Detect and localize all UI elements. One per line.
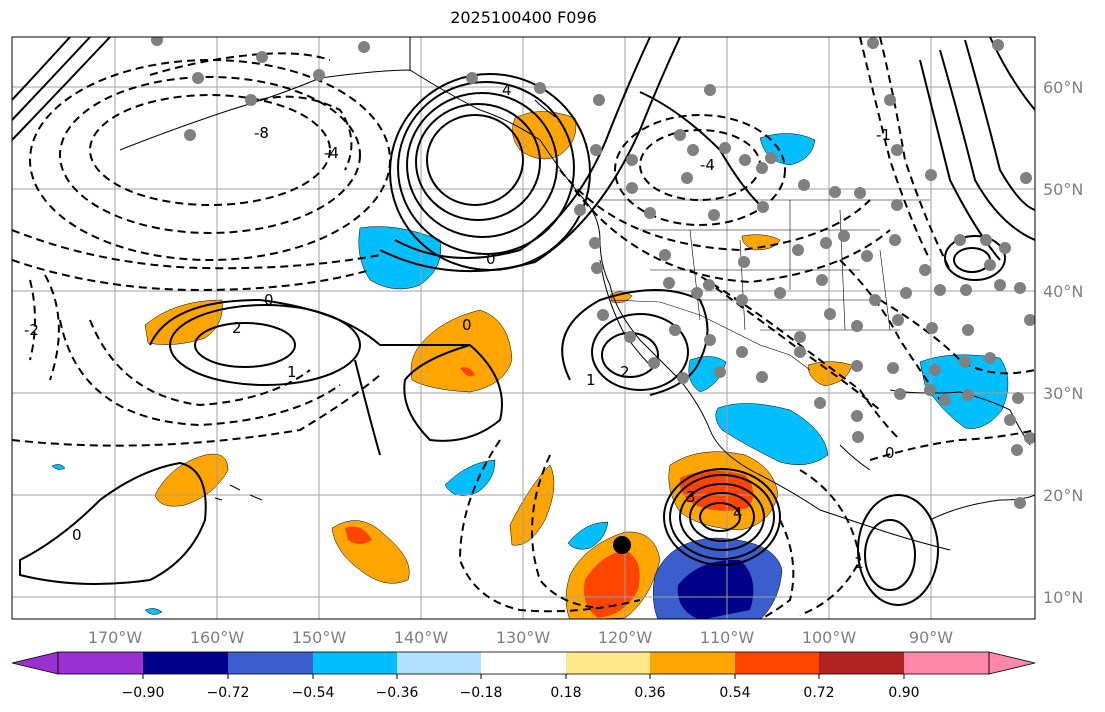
lon-label: 170°W bbox=[88, 628, 143, 647]
colorbar-tick: 0.18 bbox=[550, 685, 581, 701]
contour-label-hurricane-b: 4 bbox=[733, 504, 743, 522]
colorbar-segment bbox=[481, 652, 566, 674]
longitude-labels: 170°W 160°W 150°W 140°W 130°W 120°W 110°… bbox=[88, 628, 953, 647]
colorbar-tick: −0.18 bbox=[460, 685, 503, 701]
colorbar-tick: −0.90 bbox=[122, 685, 165, 701]
colorbar-segment bbox=[650, 652, 735, 674]
colorbar-extend-high bbox=[988, 651, 1036, 675]
colorbar-segment bbox=[228, 652, 313, 674]
lat-label: 10°N bbox=[1043, 588, 1083, 607]
latitude-labels: 60°N 50°N 40°N 30°N 20°N 10°N bbox=[1043, 78, 1083, 607]
contour-label-zero-a: 0 bbox=[264, 291, 274, 309]
lon-label: 100°W bbox=[802, 628, 857, 647]
contour-label-zero-d: 0 bbox=[72, 526, 82, 544]
colorbar-tick: 0.90 bbox=[888, 685, 919, 701]
station-markers bbox=[151, 37, 1035, 509]
contour-label-hurricane-a: 3 bbox=[686, 488, 696, 506]
storm-center-marker bbox=[613, 536, 631, 554]
lat-label: 20°N bbox=[1043, 486, 1083, 505]
contour-label-zero-e: 0 bbox=[885, 444, 895, 462]
map-frame bbox=[11, 36, 1036, 620]
colorbar: −0.90 −0.72 −0.54 −0.36 −0.18 0.18 0.36 … bbox=[11, 651, 1036, 701]
colorbar-segment bbox=[819, 652, 904, 674]
contour-label-pacific-high-a: 2 bbox=[232, 319, 242, 337]
colorbar-tick: −0.72 bbox=[207, 685, 250, 701]
contour-label-baja-high: 2 bbox=[620, 363, 630, 381]
contour-label-neg-two: -2 bbox=[24, 321, 39, 339]
lon-label: 130°W bbox=[496, 628, 551, 647]
lon-label: 90°W bbox=[909, 628, 953, 647]
contours-dashed bbox=[12, 37, 1035, 619]
colorbar-segment bbox=[735, 652, 819, 674]
colorbar-segment bbox=[313, 652, 397, 674]
graticule bbox=[12, 37, 1035, 619]
lat-label: 60°N bbox=[1043, 78, 1083, 97]
contour-label-neg-one: -1 bbox=[876, 126, 891, 144]
colorbar-segment bbox=[58, 652, 143, 674]
lon-label: 140°W bbox=[394, 628, 449, 647]
map-title: 2025100400 F096 bbox=[450, 8, 597, 27]
contour-label-baja-one: 1 bbox=[586, 371, 596, 389]
lon-label: 120°W bbox=[598, 628, 653, 647]
lon-label: 110°W bbox=[700, 628, 755, 647]
contour-label-zero-c: 0 bbox=[462, 316, 472, 334]
lat-label: 30°N bbox=[1043, 384, 1083, 403]
contour-label-pacific-high-b: 1 bbox=[287, 363, 297, 381]
colorbar-segment bbox=[904, 652, 989, 674]
colorbar-tick: 0.54 bbox=[719, 685, 750, 701]
colorbar-tick: 0.72 bbox=[803, 685, 834, 701]
colorbar-tick: −0.54 bbox=[292, 685, 335, 701]
lat-label: 40°N bbox=[1043, 282, 1083, 301]
contour-label-east-low: -4 bbox=[700, 156, 715, 174]
colorbar-tick: 0.36 bbox=[634, 685, 665, 701]
contour-label-caribbean-one: 1 bbox=[854, 554, 864, 572]
colorbar-tick: −0.36 bbox=[376, 685, 419, 701]
colorbar-segment bbox=[397, 652, 481, 674]
lat-label: 50°N bbox=[1043, 180, 1083, 199]
contour-labels: 4 2 1 -4 -8 0 0 0 0 0 2 1 3 4 -1 -2 1 -4 bbox=[24, 81, 895, 572]
lon-label: 150°W bbox=[292, 628, 347, 647]
lon-label: 160°W bbox=[190, 628, 245, 647]
colorbar-segment bbox=[566, 652, 650, 674]
colorbar-extend-low bbox=[11, 651, 59, 675]
contour-label-low-a: -4 bbox=[324, 144, 339, 162]
contours-solid bbox=[12, 37, 1035, 606]
colorbar-segment bbox=[143, 652, 228, 674]
borders bbox=[600, 199, 930, 371]
contour-label-zero-b: 0 bbox=[486, 250, 496, 268]
contour-label-alaska-high: 4 bbox=[502, 81, 512, 99]
contour-label-low-b: -8 bbox=[254, 124, 269, 142]
